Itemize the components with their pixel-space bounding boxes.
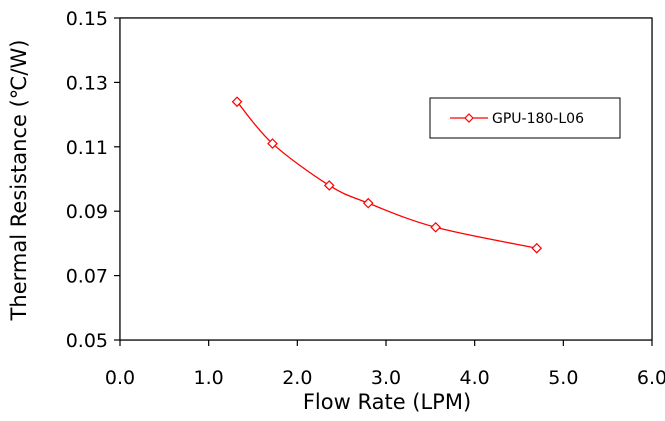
y-tick-label: 0.13: [66, 72, 108, 94]
data-point: [362, 197, 374, 209]
y-tick-label: 0.07: [66, 266, 108, 288]
y-axis-label: Thermal Resistance (℃/W): [7, 40, 31, 322]
y-tick-label: 0.09: [66, 201, 108, 223]
x-tick-label: 2.0: [282, 367, 312, 389]
data-point: [231, 96, 243, 108]
y-tick-label: 0.15: [66, 8, 108, 30]
legend: GPU-180-L06: [429, 97, 621, 139]
legend-marker: [464, 113, 474, 123]
y-axis-ticks: 0.05 0.07 0.09 0.11 0.13 0.15: [66, 8, 120, 352]
x-axis-ticks: 0.0 1.0 2.0 3.0 4.0 5.0 6.0: [105, 340, 665, 389]
x-axis-label: Flow Rate (LPM): [303, 390, 471, 414]
x-tick-label: 1.0: [194, 367, 224, 389]
x-tick-label: 3.0: [371, 367, 401, 389]
x-tick-label: 4.0: [460, 367, 490, 389]
y-tick-label: 0.11: [66, 137, 108, 159]
data-point: [323, 180, 335, 191]
plot-area: [119, 17, 653, 341]
data-point: [267, 138, 278, 149]
x-tick-label: 0.0: [105, 367, 135, 389]
x-tick-label: 5.0: [548, 367, 578, 389]
legend-label: GPU-180-L06: [492, 111, 584, 127]
series-layer: [231, 96, 543, 254]
data-point: [430, 221, 442, 233]
plot-frame: [119, 17, 653, 341]
data-point: [531, 242, 543, 254]
x-tick-label: 6.0: [637, 367, 665, 389]
y-tick-label: 0.05: [66, 330, 108, 352]
